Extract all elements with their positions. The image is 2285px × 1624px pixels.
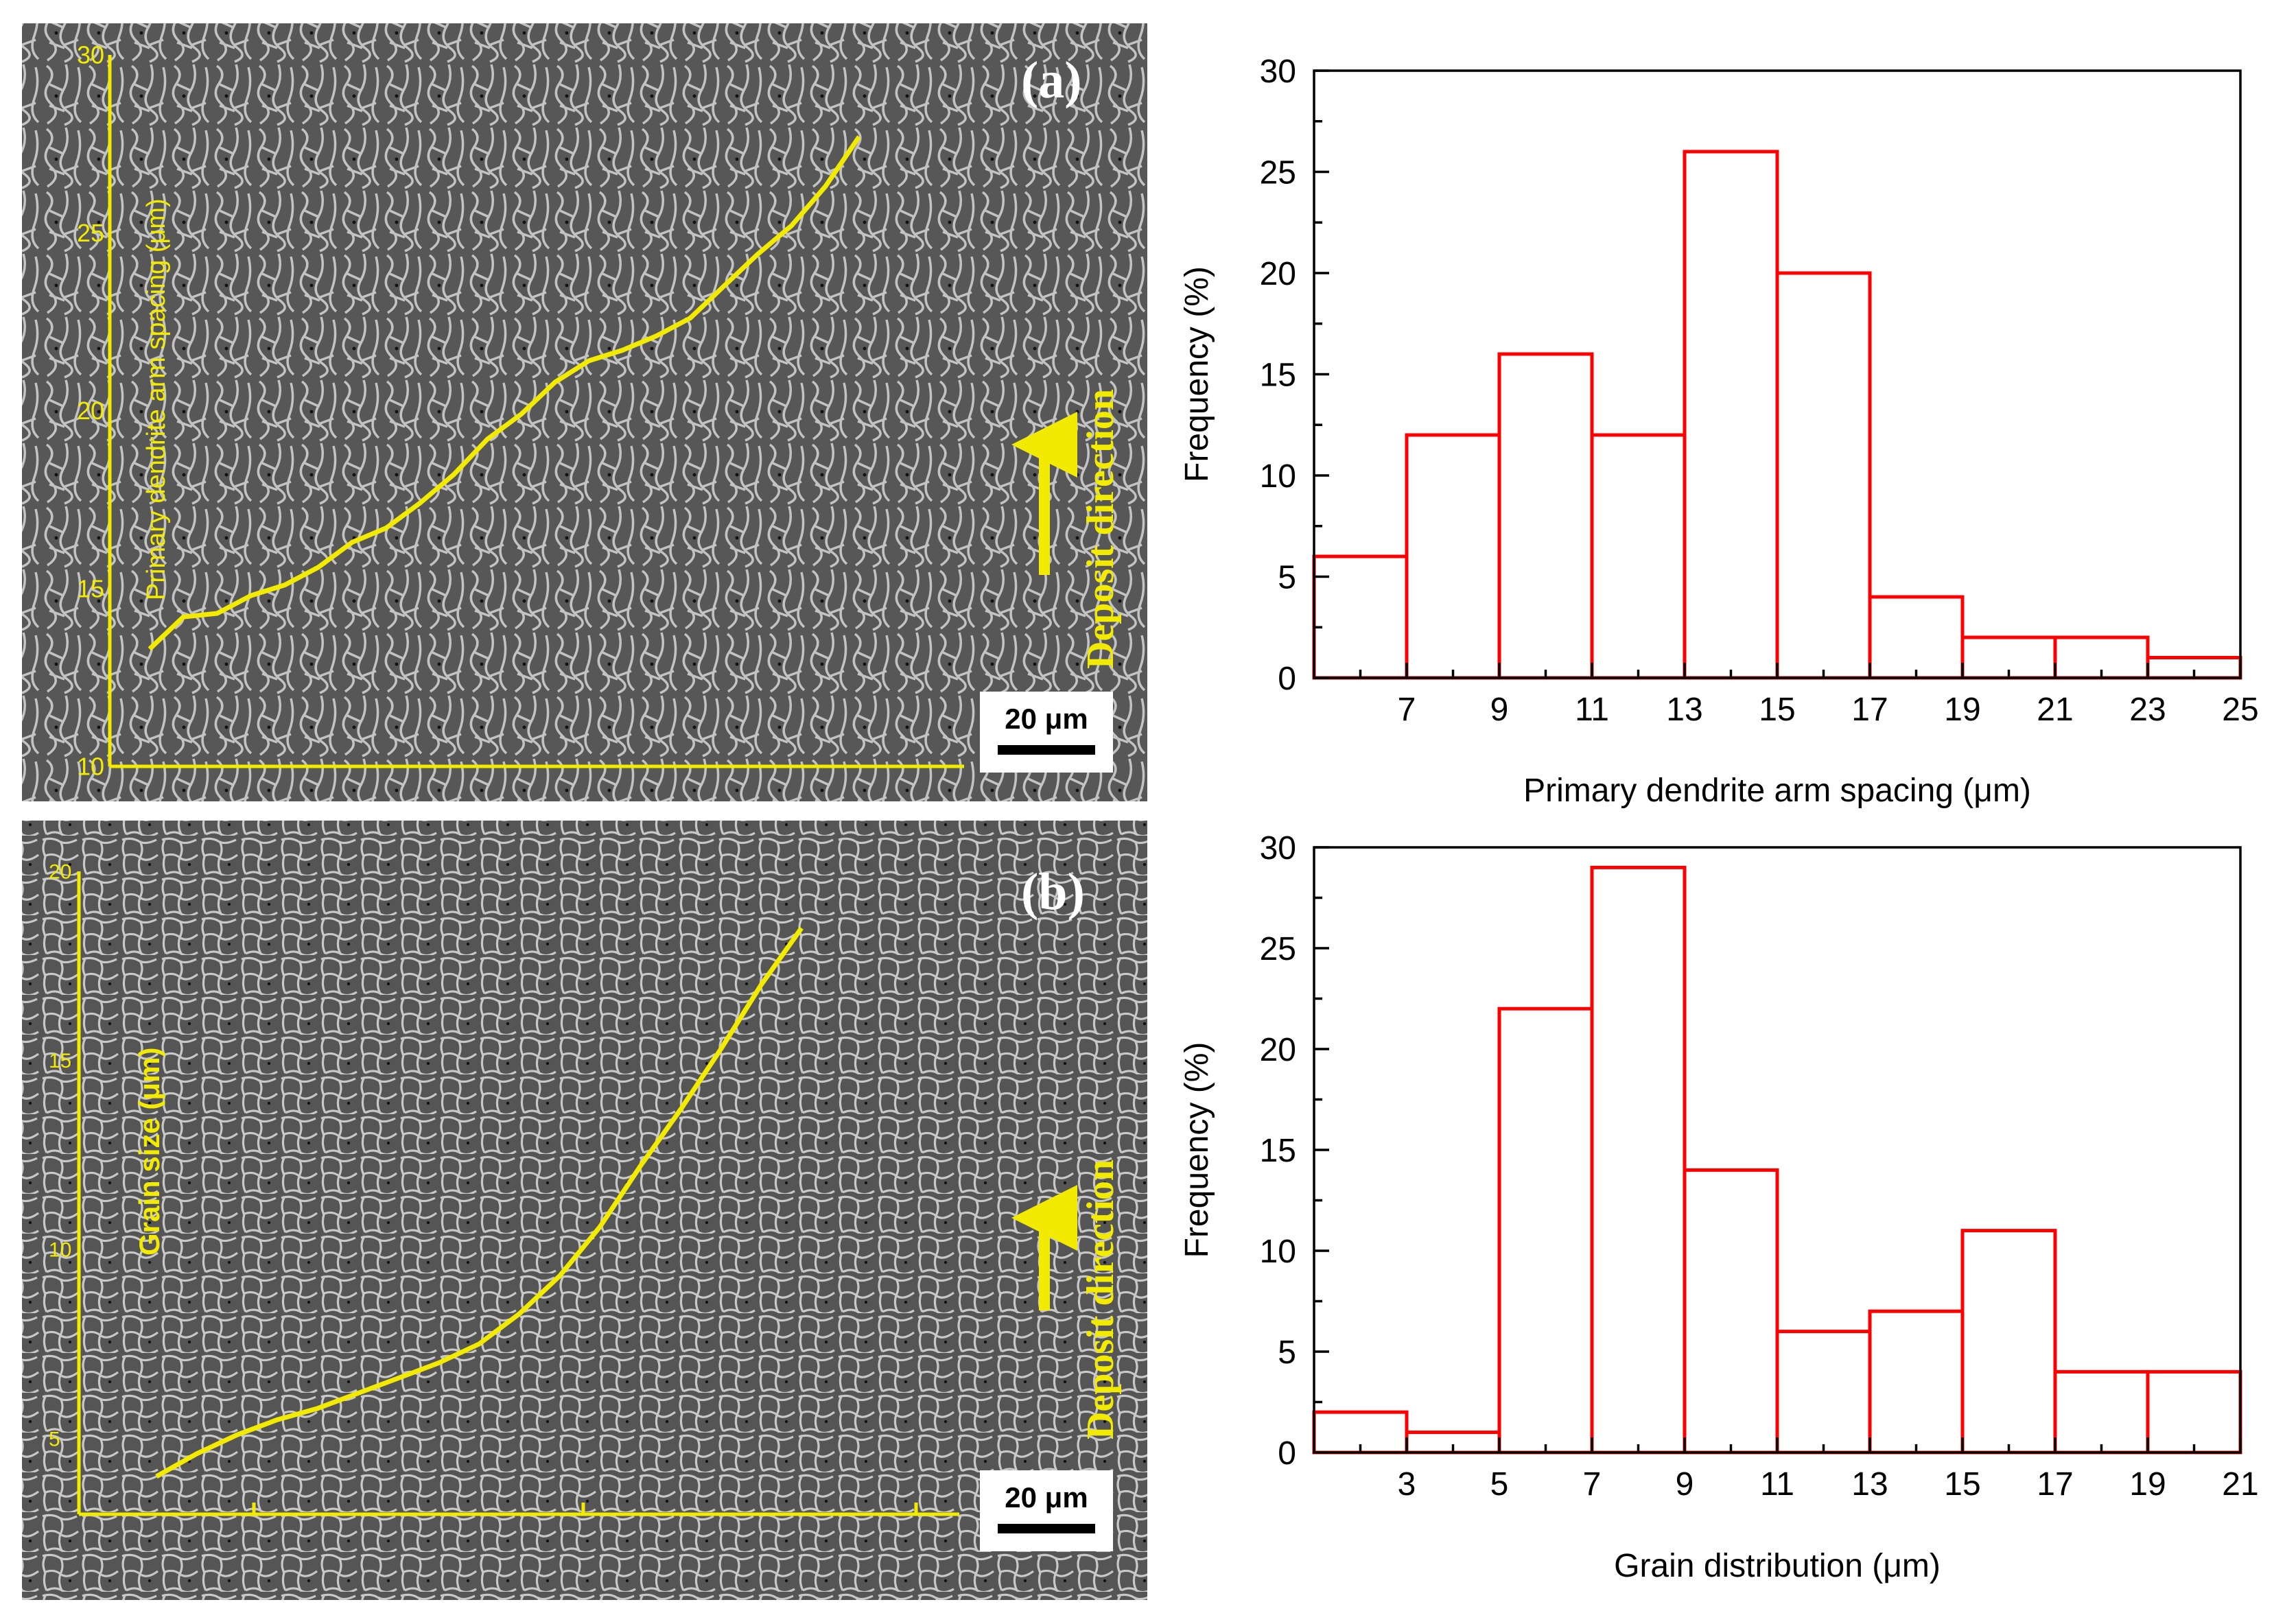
histogram-y-tick-label: 10: [1260, 458, 1296, 495]
micrograph-a-trace: [148, 135, 861, 651]
histogram-bar: [1683, 1168, 1779, 1455]
histogram-y-tick-label: 5: [1278, 560, 1296, 596]
micrograph-a-vertical-axis-label: Primary dendrite arm spacing (μm): [142, 198, 171, 600]
micrograph-b-panel-letter: (b): [1021, 863, 1085, 921]
histogram-x-tick-label: 17: [2037, 1466, 2073, 1503]
histogram-x-tick-label: 11: [1760, 1466, 1794, 1503]
histogram-bar: [1497, 1007, 1594, 1455]
micrograph-tick-label: 15: [77, 574, 104, 602]
histogram-y-tick-label: 0: [1278, 661, 1296, 697]
histogram-bar: [1683, 150, 1779, 680]
histogram-bar: [1775, 1330, 1872, 1455]
histogram-x-tick-label: 5: [1490, 1466, 1509, 1503]
histogram-x-tick-label: 21: [2222, 1466, 2258, 1503]
histogram-y-tick-label: 5: [1278, 1334, 1296, 1371]
micrograph-tick-label: 10: [77, 753, 104, 781]
histogram-a-x-axis-title: Primary dendrite arm spacing (μm): [1523, 773, 2031, 809]
micrograph-a-panel-letter: (a): [1021, 51, 1082, 109]
histogram-x-tick-label: 19: [2129, 1466, 2166, 1503]
micrograph-tick-label: 10: [49, 1239, 71, 1262]
histogram-y-tick-label: 25: [1260, 155, 1296, 191]
histogram-x-tick-label: 3: [1398, 1466, 1416, 1503]
histogram-x-tick-label: 25: [2222, 692, 2258, 728]
micrograph-b-scale-box: [980, 1470, 1113, 1551]
histogram-x-tick-label: 15: [1759, 692, 1795, 728]
micrograph-b: 5 10 15 20 Grain size (μm) (b) Deposit dire…: [22, 821, 1147, 1600]
histogram-x-tick-label: 9: [1676, 1466, 1694, 1503]
histogram-x-tick-label: 17: [1851, 692, 1888, 728]
micrograph-b-image: [22, 821, 1147, 1600]
histogram-y-tick-label: 10: [1260, 1234, 1296, 1270]
histogram-y-tick-label: 0: [1278, 1435, 1296, 1472]
histogram-bar: [1960, 1229, 2057, 1455]
histogram-x-tick-label: 19: [1944, 692, 1980, 728]
histogram-x-tick-label: 7: [1398, 692, 1416, 728]
micrograph-a-scale-label: 20 μm: [1005, 703, 1088, 735]
micrograph-a-direction-label: Deposit direction: [1079, 389, 1122, 669]
micrograph-b-vertical-axis-label: Grain size (μm): [133, 1048, 165, 1256]
histogram-primary-dendrite-arm-spacing: 0 5 10 15 20 25 30 7 9 11 13 15 17 19 21 23 25 Primary d…: [1179, 54, 2259, 809]
histogram-bar: [1405, 433, 1501, 680]
histogram-x-tick-label: 23: [2129, 692, 2166, 728]
micrograph-tick-label: 15: [49, 1050, 71, 1072]
histogram-x-tick-label: 9: [1490, 692, 1509, 728]
histogram-b-x-axis-title: Grain distribution (μm): [1614, 1548, 1941, 1584]
histogram-x-tick-label: 13: [1666, 692, 1702, 728]
histogram-b-y-axis-title: Frequency (%): [1179, 1042, 1215, 1258]
histogram-y-tick-label: 30: [1260, 54, 1296, 90]
histogram-bar: [1590, 433, 1687, 680]
micrograph-b-scale-label: 20 μm: [1005, 1481, 1088, 1514]
micrograph-tick-label: 20: [49, 861, 71, 884]
micrograph-tick-label: 25: [77, 219, 104, 247]
micrograph-a-scale-bar: [998, 745, 1095, 755]
micrograph-b-scale-bar: [998, 1524, 1095, 1533]
histogram-bar: [2053, 1369, 2150, 1455]
histogram-y-tick-label: 30: [1260, 830, 1296, 867]
histogram-y-tick-label: 15: [1260, 1133, 1296, 1169]
micrograph-a: 10 15 20 25 30 Primary dendrite arm spacing …: [22, 23, 1147, 801]
histogram-y-tick-label: 15: [1260, 357, 1296, 394]
micrograph-tick-label: 20: [77, 397, 104, 425]
micrograph-a-image: [22, 23, 1147, 801]
histogram-bar: [1590, 865, 1687, 1455]
histogram-x-tick-label: 7: [1583, 1466, 1602, 1503]
histogram-x-tick-label: 13: [1851, 1466, 1888, 1503]
histogram-x-tick-label: 21: [2037, 692, 2073, 728]
histogram-bar: [2146, 1369, 2242, 1455]
micrograph-tick-label: 30: [77, 41, 104, 69]
histogram-y-tick-label: 20: [1260, 1032, 1296, 1068]
histogram-y-tick-label: 25: [1260, 931, 1296, 967]
micrograph-tick-label: 5: [49, 1428, 60, 1450]
histogram-bar: [1868, 595, 1965, 680]
histogram-a-y-axis-title: Frequency (%): [1179, 266, 1215, 482]
histogram-bar: [1775, 271, 1872, 680]
histogram-bar: [1868, 1309, 1965, 1455]
micrograph-a-scale-box: [980, 692, 1113, 773]
histogram-y-tick-label: 20: [1260, 256, 1296, 292]
histogram-x-tick-label: 15: [1944, 1466, 1980, 1503]
histogram-x-tick-label: 11: [1575, 692, 1609, 728]
micrograph-b-direction-label: Deposit direction: [1079, 1160, 1122, 1439]
micrograph-b-trace: [155, 926, 804, 1479]
histogram-bar: [1312, 554, 1409, 680]
histogram-bar: [1497, 352, 1594, 680]
